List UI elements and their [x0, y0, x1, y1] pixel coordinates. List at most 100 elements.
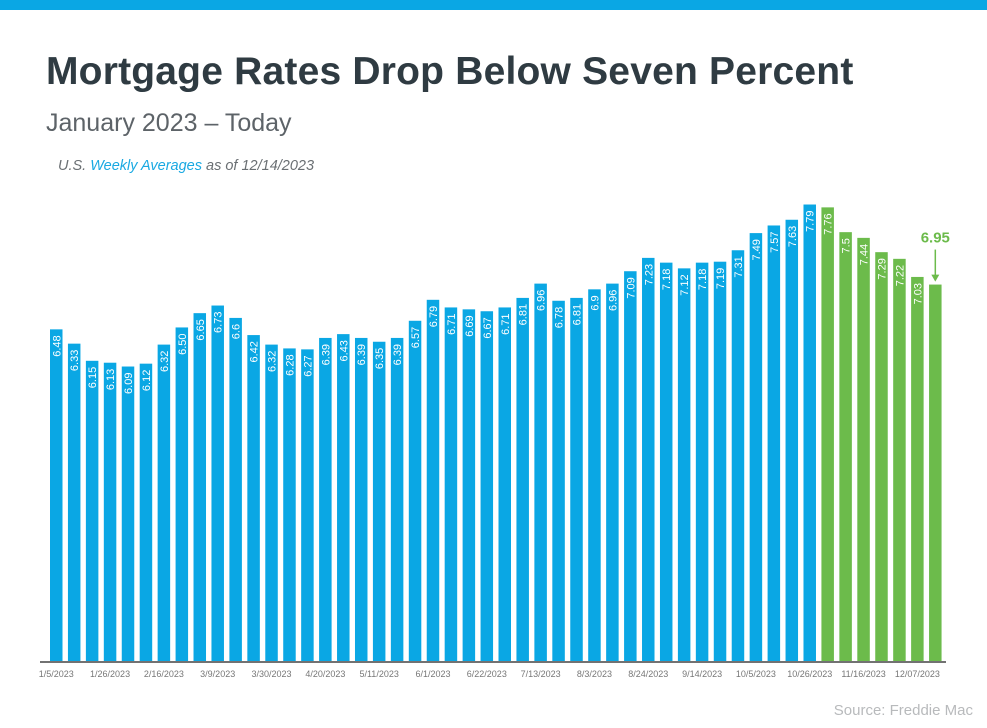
bar-value-label: 7.63 [787, 226, 799, 247]
x-tick-label: 1/26/2023 [90, 669, 130, 679]
bar [749, 233, 763, 661]
bar [301, 349, 314, 661]
bar-value-label: 6.39 [320, 344, 332, 365]
bar [821, 207, 834, 661]
data-note: U.S. Weekly Averages as of 12/14/2023 [58, 158, 314, 174]
bar-value-label: 6.48 [51, 335, 63, 356]
bar [103, 362, 117, 661]
bar [713, 261, 727, 661]
bar [247, 335, 260, 661]
note-highlight: Weekly Averages [90, 158, 202, 174]
bar [85, 360, 99, 661]
chart-subtitle: January 2023 – Today [46, 109, 292, 137]
bar [642, 257, 655, 661]
bar [929, 284, 942, 661]
x-tick-label: 11/16/2023 [841, 669, 885, 679]
bar [229, 317, 242, 661]
bar-value-label: 6.81 [572, 304, 584, 325]
bar [372, 341, 386, 661]
bar-value-label: 7.23 [643, 264, 655, 285]
x-tick-label: 5/11/2023 [359, 669, 398, 679]
bar-value-label: 6.35 [374, 348, 386, 369]
bar [695, 262, 709, 661]
bar [319, 337, 332, 661]
bar-value-label: 6.65 [195, 319, 207, 340]
bar-value-label: 6.6 [231, 324, 243, 339]
x-tick-label: 9/14/2023 [682, 669, 722, 679]
bar [193, 313, 207, 661]
bar-value-label: 6.79 [428, 306, 440, 327]
x-tick-label: 3/9/2023 [200, 669, 235, 679]
bar-value-label: 6.12 [141, 370, 153, 391]
bar [354, 337, 368, 661]
bar-value-label: 7.18 [661, 269, 673, 290]
bar-value-label: 6.73 [213, 312, 225, 333]
bar-value-label: 6.81 [518, 304, 530, 325]
bar-value-label: 6.9 [589, 295, 601, 310]
chart-title: Mortgage Rates Drop Below Seven Percent [46, 50, 854, 93]
bar-value-label: 7.18 [697, 269, 709, 290]
bar [731, 250, 745, 661]
bar [157, 344, 171, 661]
bar-value-label: 7.22 [894, 265, 906, 286]
bar-value-label: 6.27 [302, 355, 314, 376]
source-label: Source: Freddie Mac [833, 702, 973, 719]
bar [839, 232, 852, 661]
bar [480, 311, 494, 661]
bar [265, 344, 278, 661]
bar [803, 204, 816, 661]
bar-value-label: 6.50 [177, 333, 189, 354]
x-tick-label: 7/13/2023 [521, 669, 561, 679]
top-accent-bar [0, 0, 987, 10]
bar-value-label: 6.71 [446, 313, 458, 334]
x-tick-label: 1/5/2023 [39, 669, 74, 679]
bar-value-label: 6.96 [536, 290, 548, 311]
bar-value-label: 7.76 [823, 213, 835, 234]
bar [408, 320, 422, 661]
bar-value-label: 6.96 [607, 290, 619, 311]
bar-value-label: 6.67 [482, 317, 494, 338]
bar [426, 299, 440, 661]
bar [462, 309, 476, 661]
bar [624, 271, 637, 661]
bar-value-label: 7.49 [751, 239, 763, 260]
bar-value-label: 6.39 [356, 344, 368, 365]
bar-value-label: 6.43 [338, 340, 350, 361]
bar-value-label: 7.29 [876, 258, 888, 279]
bar-value-label: 6.42 [249, 341, 261, 362]
x-tick-label: 4/20/2023 [305, 669, 345, 679]
bar-value-label: 6.09 [123, 373, 135, 394]
bar-value-label: 6.32 [267, 351, 279, 372]
bar [606, 283, 619, 661]
note-prefix: U.S. [58, 158, 91, 174]
bar [767, 225, 781, 661]
x-tick-label: 10/26/2023 [787, 669, 832, 679]
bar-value-label: 6.57 [410, 327, 422, 348]
bar-value-label: 6.69 [464, 315, 476, 336]
bar [516, 297, 529, 661]
bar [677, 268, 691, 661]
bar [857, 237, 870, 662]
callout-arrowhead-icon [931, 274, 940, 282]
bar-value-label: 6.78 [554, 307, 566, 328]
bar [570, 297, 583, 661]
x-tick-label: 6/22/2023 [467, 669, 507, 679]
x-tick-label: 2/16/2023 [144, 669, 184, 679]
bar-value-label: 7.09 [625, 277, 637, 298]
bar-value-label: 6.13 [105, 369, 117, 390]
x-tick-label: 3/30/2023 [252, 669, 292, 679]
bar-value-label: 7.03 [912, 283, 924, 304]
bar [785, 219, 799, 662]
bar-value-label: 7.31 [733, 256, 745, 277]
bar-value-label: 6.71 [500, 313, 512, 334]
bar [588, 289, 601, 661]
bar [67, 343, 81, 661]
bar-value-label: 7.57 [769, 231, 781, 252]
bar-value-label: 7.44 [859, 244, 871, 265]
bar [552, 300, 565, 661]
bar-value-label: 6.28 [284, 354, 296, 375]
x-tick-label: 8/24/2023 [628, 669, 668, 679]
bar [283, 348, 296, 661]
bar [893, 258, 906, 661]
